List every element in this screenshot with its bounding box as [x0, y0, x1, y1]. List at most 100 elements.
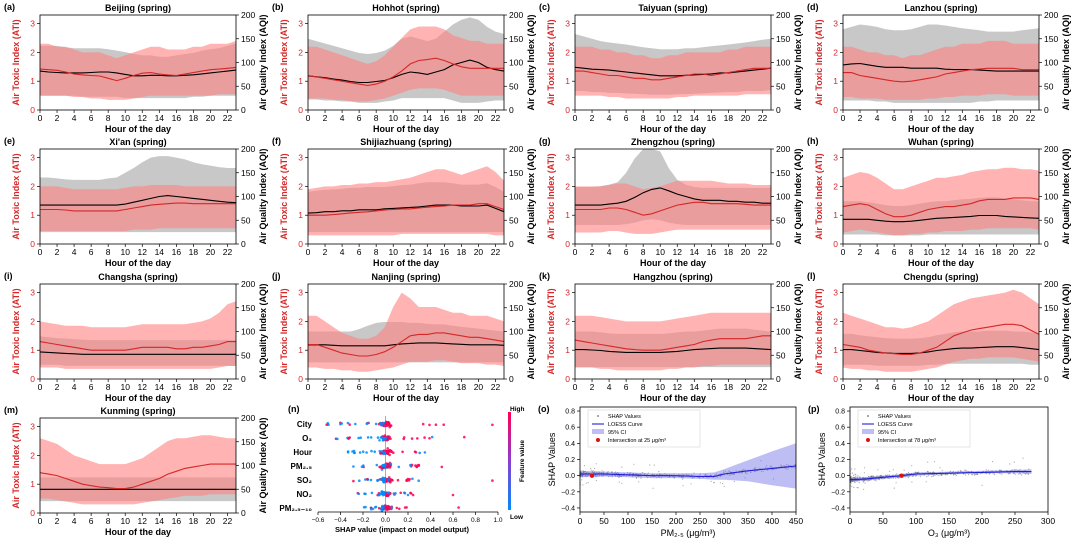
- y-axis-label: SHAP Values: [547, 432, 557, 486]
- shap-point: [631, 476, 633, 478]
- panel-label: (g): [539, 136, 551, 146]
- y-right-tick-label: 200: [509, 10, 523, 20]
- shap-point: [762, 470, 764, 472]
- x-axis-label: Hour of the day: [373, 393, 439, 403]
- x-tick-label: 20: [474, 247, 484, 257]
- x-tick-label: 20: [1009, 113, 1019, 123]
- shap-point: [923, 474, 925, 476]
- shap-point: [664, 473, 666, 475]
- y-left-tick-label: 1: [565, 210, 570, 220]
- x-tick-label: 2: [55, 247, 60, 257]
- shap-point: [618, 481, 620, 483]
- x-tick-label: 8: [374, 113, 379, 123]
- x-tick-label: 22: [758, 382, 768, 392]
- y-left-tick-label: 3: [833, 288, 838, 298]
- y-left-tick-label: 1: [833, 76, 838, 86]
- shap-point: [854, 468, 856, 470]
- y-left-tick-label: 3: [30, 288, 35, 298]
- shap-point: [919, 475, 922, 477]
- x-tick-label: 14: [155, 382, 165, 392]
- panel-label: (j): [272, 271, 281, 281]
- y-right-tick-label: 150: [1044, 168, 1058, 178]
- shap-point: [603, 471, 605, 473]
- ati-band: [40, 435, 236, 505]
- x-tick-label: 50: [878, 516, 888, 526]
- x-tick-label: 14: [958, 113, 968, 123]
- shap-point: [880, 474, 882, 476]
- y-tick-label: −0.2: [561, 489, 575, 496]
- shap-point: [915, 475, 917, 477]
- ati-band: [575, 180, 771, 234]
- shap-point: [606, 474, 608, 476]
- panel-loess-o3: 0 50 100 150 200 250 300 −0.4 −0.2 0.0 0.2 0.4 0.6 0.…: [808, 404, 1055, 538]
- x-axis-label: PM₂.₅ (μg/m³): [661, 528, 716, 538]
- x-tick-label: 2: [590, 113, 595, 123]
- shap-point: [673, 473, 675, 475]
- x-tick-label: 0: [573, 113, 578, 123]
- legend-label: 95% CI: [608, 430, 627, 436]
- y-left-axis-label: Air Toxic Index (ATI): [11, 153, 21, 239]
- y-right-tick-label: 50: [776, 350, 786, 360]
- y-left-tick-label: 2: [30, 450, 35, 460]
- shap-point: [760, 470, 763, 472]
- y-right-tick-label: 200: [241, 144, 255, 154]
- x-tick-label: 20: [741, 113, 751, 123]
- shap-point: [787, 468, 789, 470]
- shap-point: [596, 476, 598, 478]
- shap-point: [601, 475, 603, 477]
- y-left-axis-label: Air Toxic Index (ATI): [279, 153, 289, 239]
- shap-point: [681, 473, 683, 476]
- shap-point: [383, 434, 387, 437]
- x-tick-label: 0: [306, 382, 311, 392]
- x-tick-label: 300: [1041, 516, 1055, 526]
- shap-point: [643, 473, 646, 475]
- shap-point: [653, 464, 655, 466]
- shap-point: [401, 450, 404, 454]
- shap-point: [722, 482, 724, 485]
- shap-point: [877, 469, 879, 471]
- y-left-tick-label: 0: [833, 239, 838, 249]
- aqi-line: [575, 347, 772, 353]
- shap-point: [379, 436, 383, 439]
- shap-point: [985, 469, 987, 471]
- x-tick-label: 6: [89, 516, 94, 526]
- y-left-tick-label: 3: [298, 19, 303, 29]
- x-tick-label: 22: [223, 516, 233, 526]
- shap-point: [383, 493, 387, 496]
- shap-point: [381, 436, 385, 440]
- shap-point: [377, 506, 381, 510]
- shap-point: [937, 475, 939, 477]
- x-tick-label: 18: [724, 247, 734, 257]
- shap-point: [638, 481, 640, 483]
- x-tick-label: 4: [340, 113, 345, 123]
- ati-band: [575, 46, 771, 99]
- shap-point: [971, 474, 974, 476]
- shap-point: [376, 479, 379, 483]
- y-left-tick-label: 3: [30, 19, 35, 29]
- x-tick-label: 16: [440, 113, 450, 123]
- shap-point: [863, 467, 866, 469]
- aqi-line: [39, 69, 237, 77]
- shap-point: [863, 472, 866, 474]
- shap-point: [346, 451, 350, 454]
- y-left-tick-label: 1: [833, 345, 838, 355]
- shap-point: [595, 479, 598, 482]
- x-tick-label: 2: [323, 247, 328, 257]
- y-left-tick-label: 1: [30, 210, 35, 220]
- x-tick-label: 22: [223, 382, 233, 392]
- shap-point: [980, 473, 982, 475]
- ati-line: [39, 463, 236, 490]
- shap-point: [743, 468, 745, 470]
- shap-point: [591, 472, 593, 474]
- shap-point: [854, 481, 856, 483]
- shap-point: [611, 474, 613, 476]
- shap-point: [746, 472, 748, 475]
- aqi-line: [574, 66, 772, 77]
- y-right-tick-label: 50: [776, 215, 786, 225]
- y-right-tick-label: 150: [776, 34, 790, 44]
- shap-point: [875, 480, 877, 482]
- shap-point: [926, 476, 928, 478]
- shap-point: [1022, 457, 1024, 459]
- y-right-tick-label: 150: [509, 303, 523, 313]
